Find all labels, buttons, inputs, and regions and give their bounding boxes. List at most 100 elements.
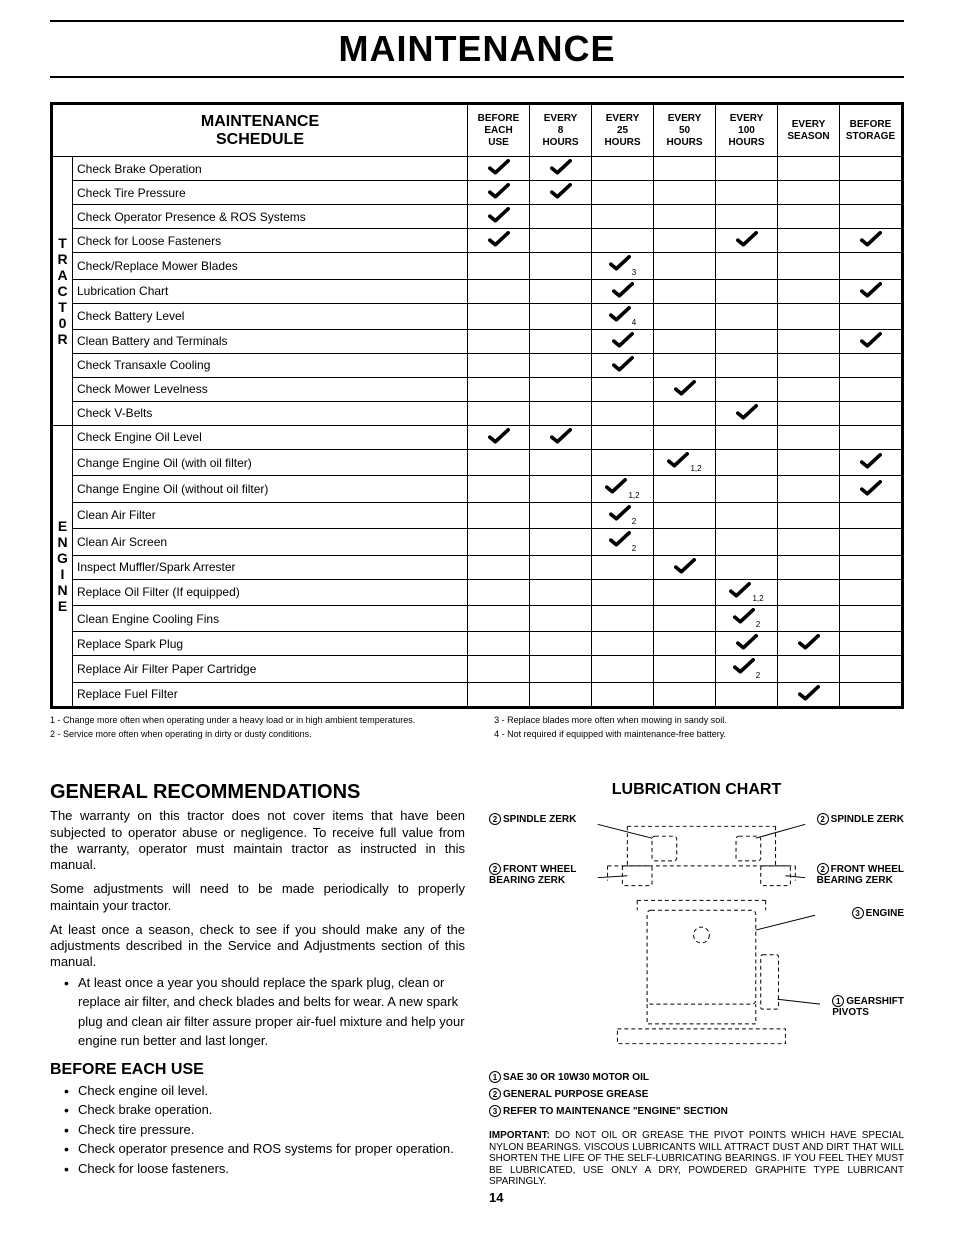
label-gearshift: 1GEARSHIFTPIVOTS bbox=[832, 995, 904, 1018]
schedule-cell: 3 bbox=[592, 253, 654, 279]
schedule-cell bbox=[716, 181, 778, 205]
schedule-cell bbox=[530, 425, 592, 449]
footnote: 2 - Service more often when operating in… bbox=[50, 727, 460, 741]
schedule-col-0: BEFOREEACHUSE bbox=[468, 105, 530, 157]
table-row: Check Mower Levelness bbox=[73, 377, 468, 401]
schedule-cell bbox=[530, 157, 592, 181]
schedule-cell bbox=[840, 425, 902, 449]
schedule-cell bbox=[654, 229, 716, 253]
schedule-cell bbox=[716, 377, 778, 401]
schedule-cell bbox=[778, 476, 840, 502]
schedule-cell bbox=[778, 555, 840, 579]
label-engine: 3ENGINE bbox=[852, 907, 904, 919]
schedule-cell: 2 bbox=[716, 605, 778, 631]
schedule-cell bbox=[530, 303, 592, 329]
label-frontwheel-left: 2FRONT WHEELBEARING ZERK bbox=[489, 863, 576, 886]
schedule-cell bbox=[716, 449, 778, 475]
schedule-cell bbox=[840, 353, 902, 377]
schedule-cell bbox=[840, 502, 902, 528]
table-row: Check/Replace Mower Blades bbox=[73, 253, 468, 279]
schedule-cell bbox=[840, 377, 902, 401]
schedule-cell bbox=[468, 529, 530, 555]
schedule-cell: 1,2 bbox=[592, 476, 654, 502]
schedule-cell bbox=[654, 401, 716, 425]
schedule-cell bbox=[716, 682, 778, 706]
schedule-cell bbox=[778, 605, 840, 631]
schedule-cell bbox=[530, 632, 592, 656]
schedule-cell bbox=[840, 205, 902, 229]
schedule-cell bbox=[654, 656, 716, 682]
schedule-cell bbox=[592, 401, 654, 425]
schedule-cell bbox=[654, 579, 716, 605]
schedule-cell: 1,2 bbox=[716, 579, 778, 605]
schedule-cell bbox=[592, 425, 654, 449]
schedule-cell bbox=[654, 181, 716, 205]
table-row: Replace Oil Filter (If equipped) bbox=[73, 579, 468, 605]
table-row: Replace Air Filter Paper Cartridge bbox=[73, 656, 468, 682]
schedule-cell bbox=[778, 502, 840, 528]
schedule-cell bbox=[778, 157, 840, 181]
general-p3: At least once a season, check to see if … bbox=[50, 922, 465, 971]
schedule-cell bbox=[654, 353, 716, 377]
schedule-cell bbox=[778, 253, 840, 279]
table-row: Inspect Muffler/Spark Arrester bbox=[73, 555, 468, 579]
schedule-cell bbox=[468, 377, 530, 401]
schedule-cell bbox=[654, 157, 716, 181]
schedule-cell bbox=[592, 605, 654, 631]
schedule-cell bbox=[654, 682, 716, 706]
footnote: 4 - Not required if equipped with mainte… bbox=[494, 727, 904, 741]
schedule-cell bbox=[530, 682, 592, 706]
schedule-cell bbox=[778, 353, 840, 377]
label-frontwheel-right: 2FRONT WHEELBEARING ZERK bbox=[817, 863, 904, 886]
schedule-cell bbox=[778, 449, 840, 475]
table-row: Clean Engine Cooling Fins bbox=[73, 605, 468, 631]
schedule-cell bbox=[840, 682, 902, 706]
schedule-cell bbox=[716, 279, 778, 303]
schedule-cell bbox=[840, 229, 902, 253]
page-title: MAINTENANCE bbox=[50, 20, 904, 78]
schedule-cell bbox=[468, 656, 530, 682]
general-p1: The warranty on this tractor does not co… bbox=[50, 808, 465, 873]
schedule-cell bbox=[716, 205, 778, 229]
schedule-cell bbox=[592, 682, 654, 706]
schedule-cell bbox=[592, 377, 654, 401]
schedule-cell bbox=[654, 555, 716, 579]
label-spindle-right: 2SPINDLE ZERK bbox=[817, 813, 904, 825]
schedule-cell bbox=[468, 401, 530, 425]
before-item: Check for loose fasteners. bbox=[64, 1159, 465, 1179]
schedule-col-4: EVERY100HOURS bbox=[716, 105, 778, 157]
schedule-cell bbox=[778, 656, 840, 682]
table-row: Check Transaxle Cooling bbox=[73, 353, 468, 377]
schedule-cell bbox=[840, 303, 902, 329]
schedule-cell bbox=[468, 476, 530, 502]
schedule-cell bbox=[530, 502, 592, 528]
table-row: Change Engine Oil (without oil filter) bbox=[73, 476, 468, 502]
schedule-cell bbox=[778, 632, 840, 656]
schedule-cell bbox=[530, 401, 592, 425]
schedule-cell bbox=[468, 279, 530, 303]
schedule-cell bbox=[840, 181, 902, 205]
schedule-cell bbox=[592, 279, 654, 303]
table-row: Check Tire Pressure bbox=[73, 181, 468, 205]
schedule-cell bbox=[840, 605, 902, 631]
schedule-col-1: EVERY8HOURS bbox=[530, 105, 592, 157]
footnote: 1 - Change more often when operating und… bbox=[50, 713, 460, 727]
schedule-cell bbox=[468, 329, 530, 353]
table-row: Check Brake Operation bbox=[73, 157, 468, 181]
before-item: Check operator presence and ROS systems … bbox=[64, 1139, 465, 1159]
schedule-cell bbox=[530, 605, 592, 631]
before-item: Check engine oil level. bbox=[64, 1081, 465, 1101]
schedule-cell bbox=[592, 181, 654, 205]
schedule-cell bbox=[530, 329, 592, 353]
lubrication-legend: 1SAE 30 OR 10W30 MOTOR OIL 2GENERAL PURP… bbox=[489, 1069, 904, 1120]
lubrication-important: IMPORTANT: DO NOT OIL OR GREASE THE PIVO… bbox=[489, 1130, 904, 1188]
schedule-cell: 2 bbox=[592, 529, 654, 555]
schedule-cell bbox=[840, 632, 902, 656]
schedule-cell bbox=[778, 401, 840, 425]
schedule-cell bbox=[592, 329, 654, 353]
schedule-cell bbox=[592, 555, 654, 579]
schedule-cell bbox=[716, 401, 778, 425]
table-row: Check Battery Level bbox=[73, 303, 468, 329]
schedule-cell bbox=[654, 279, 716, 303]
schedule-cell bbox=[840, 529, 902, 555]
